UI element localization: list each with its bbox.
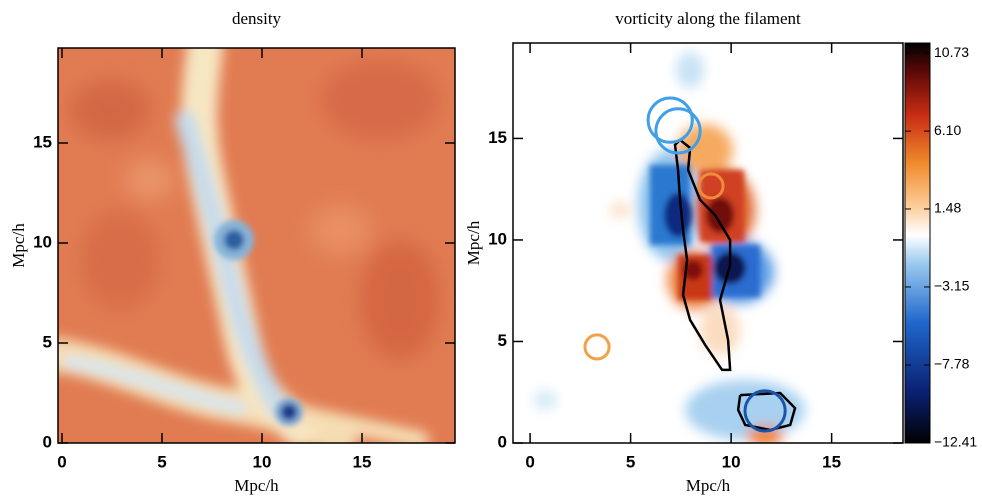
x-tick-label: 5 [626, 452, 635, 471]
y-tick-label: 5 [498, 331, 507, 350]
colorbar-tick-label: 1.48 [934, 200, 961, 216]
x-tick-label: 0 [57, 452, 66, 471]
y-axis-label: Mpc/h [464, 220, 483, 265]
x-tick-label: 0 [525, 452, 534, 471]
x-tick-label: 10 [253, 452, 272, 471]
colorbar [904, 42, 931, 444]
plot-frame [57, 47, 456, 444]
y-tick-label: 0 [498, 432, 507, 451]
chart-title: vorticity along the filament [615, 9, 801, 28]
colorbar-tick-label: −12.41 [934, 434, 977, 450]
colorbar-tick-label: 6.10 [934, 122, 961, 138]
colorbar-tick-label: −3.15 [934, 278, 970, 294]
x-tick-label: 15 [822, 452, 841, 471]
x-tick-label: 5 [157, 452, 166, 471]
x-tick-label: 10 [722, 452, 741, 471]
y-tick-label: 10 [488, 229, 507, 248]
halo-circle [697, 172, 725, 200]
vorticity-field [513, 43, 903, 443]
chart-title: density [232, 9, 282, 28]
y-tick-label: 15 [33, 132, 52, 151]
y-tick-label: 15 [488, 128, 507, 147]
x-tick-label: 15 [353, 452, 372, 471]
colorbar-tick-label: −7.78 [934, 356, 970, 372]
contour [736, 391, 797, 432]
y-tick-label: 0 [43, 432, 52, 451]
contour [673, 138, 732, 372]
plot-frame [512, 42, 904, 444]
y-tick-label: 10 [33, 232, 52, 251]
halo-circle [654, 107, 702, 155]
x-axis-label: Mpc/h [686, 476, 731, 495]
y-tick-label: 5 [43, 332, 52, 351]
colorbar-tick-label: 10.73 [934, 44, 969, 60]
halo-circle [646, 96, 694, 144]
halo-circle [743, 389, 787, 433]
x-axis-label: Mpc/h [234, 476, 279, 495]
y-axis-label: Mpc/h [9, 223, 28, 268]
halo-circle [583, 333, 611, 361]
density-field [58, 48, 455, 443]
